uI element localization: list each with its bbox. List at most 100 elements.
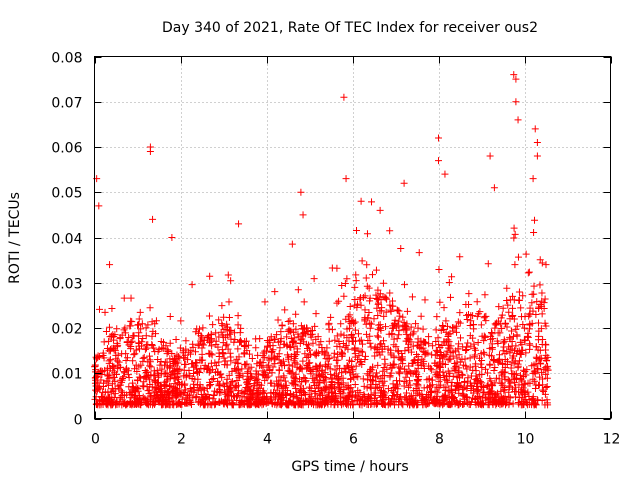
roti-point [536, 301, 544, 309]
roti-point [534, 346, 542, 354]
roti-point [140, 396, 148, 404]
roti-point [394, 306, 402, 314]
roti-point [283, 333, 291, 341]
roti-point [499, 339, 507, 347]
roti-point [236, 338, 244, 346]
roti-point [310, 275, 318, 283]
roti-point [509, 304, 517, 312]
x-tick-label: 2 [177, 432, 186, 448]
roti-point [205, 349, 213, 357]
roti-point [444, 387, 452, 395]
roti-point [223, 375, 231, 383]
roti-point [432, 399, 440, 407]
roti-point [528, 290, 536, 298]
roti-point [461, 355, 469, 363]
roti-point [408, 359, 416, 367]
roti-point [439, 321, 447, 329]
roti-point [328, 264, 336, 272]
roti-point [269, 346, 277, 354]
roti-point [503, 323, 511, 331]
roti-point [501, 319, 509, 327]
roti-point [289, 391, 297, 399]
roti-point [526, 310, 534, 318]
roti-point [495, 375, 503, 383]
y-tick-label: 0.02 [51, 322, 82, 338]
roti-point [223, 320, 231, 328]
roti-point [530, 282, 538, 290]
roti-point [176, 380, 184, 388]
roti-point [380, 363, 388, 371]
roti-point [277, 328, 285, 336]
roti-point [510, 224, 518, 232]
roti-point [180, 354, 188, 362]
roti-point [517, 304, 525, 312]
roti-point [232, 366, 240, 374]
roti-point [109, 331, 117, 339]
roti-point [104, 381, 112, 389]
roti-point [109, 374, 117, 382]
roti-point [436, 298, 444, 306]
roti-point [413, 342, 421, 350]
roti-point [417, 312, 425, 320]
roti-point [334, 350, 342, 358]
roti-point [194, 368, 202, 376]
roti-point [303, 365, 311, 373]
roti-point [444, 332, 452, 340]
roti-point [158, 365, 166, 373]
roti-point [331, 336, 339, 344]
roti-point [393, 391, 401, 399]
roti-point [148, 340, 156, 348]
roti-point [531, 385, 539, 393]
roti-point [116, 381, 124, 389]
roti-point [452, 322, 460, 330]
roti-point [263, 337, 271, 345]
roti-point [382, 323, 390, 331]
roti-point [349, 333, 357, 341]
roti-point [440, 397, 448, 405]
roti-point [311, 350, 319, 358]
roti-point [279, 357, 287, 365]
roti-point [301, 350, 309, 358]
roti-point [465, 290, 473, 298]
roti-point [197, 337, 205, 345]
roti-point [419, 344, 427, 352]
roti-point [445, 355, 453, 363]
roti-point [493, 337, 501, 345]
roti-point [207, 359, 215, 367]
roti-point [488, 380, 496, 388]
roti-point [210, 374, 218, 382]
roti-point [357, 294, 365, 302]
roti-point [444, 367, 452, 375]
roti-point [466, 354, 474, 362]
roti-point [92, 353, 100, 361]
roti-point [361, 399, 369, 407]
roti-point [94, 399, 102, 407]
roti-point [358, 361, 366, 369]
roti-point [471, 362, 479, 370]
roti-peak-point [486, 152, 494, 160]
roti-point [348, 358, 356, 366]
roti-point [374, 361, 382, 369]
roti-peak-point [400, 179, 408, 187]
roti-point [298, 377, 306, 385]
roti-point [147, 363, 155, 371]
x-tick-label: 6 [349, 432, 358, 448]
roti-point [440, 325, 448, 333]
roti-point [167, 371, 175, 379]
roti-point [150, 367, 158, 375]
roti-point [538, 289, 546, 297]
roti-point [290, 377, 298, 385]
roti-point [286, 343, 294, 351]
roti-point [189, 380, 197, 388]
roti-point [325, 325, 333, 333]
roti-point [208, 351, 216, 359]
roti-point [526, 340, 534, 348]
roti-point [141, 366, 149, 374]
roti-point [118, 392, 126, 400]
roti-point [113, 325, 121, 333]
roti-point [222, 396, 230, 404]
roti-point [410, 328, 418, 336]
roti-point [456, 319, 464, 327]
roti-point [464, 339, 472, 347]
roti-point [529, 394, 537, 402]
